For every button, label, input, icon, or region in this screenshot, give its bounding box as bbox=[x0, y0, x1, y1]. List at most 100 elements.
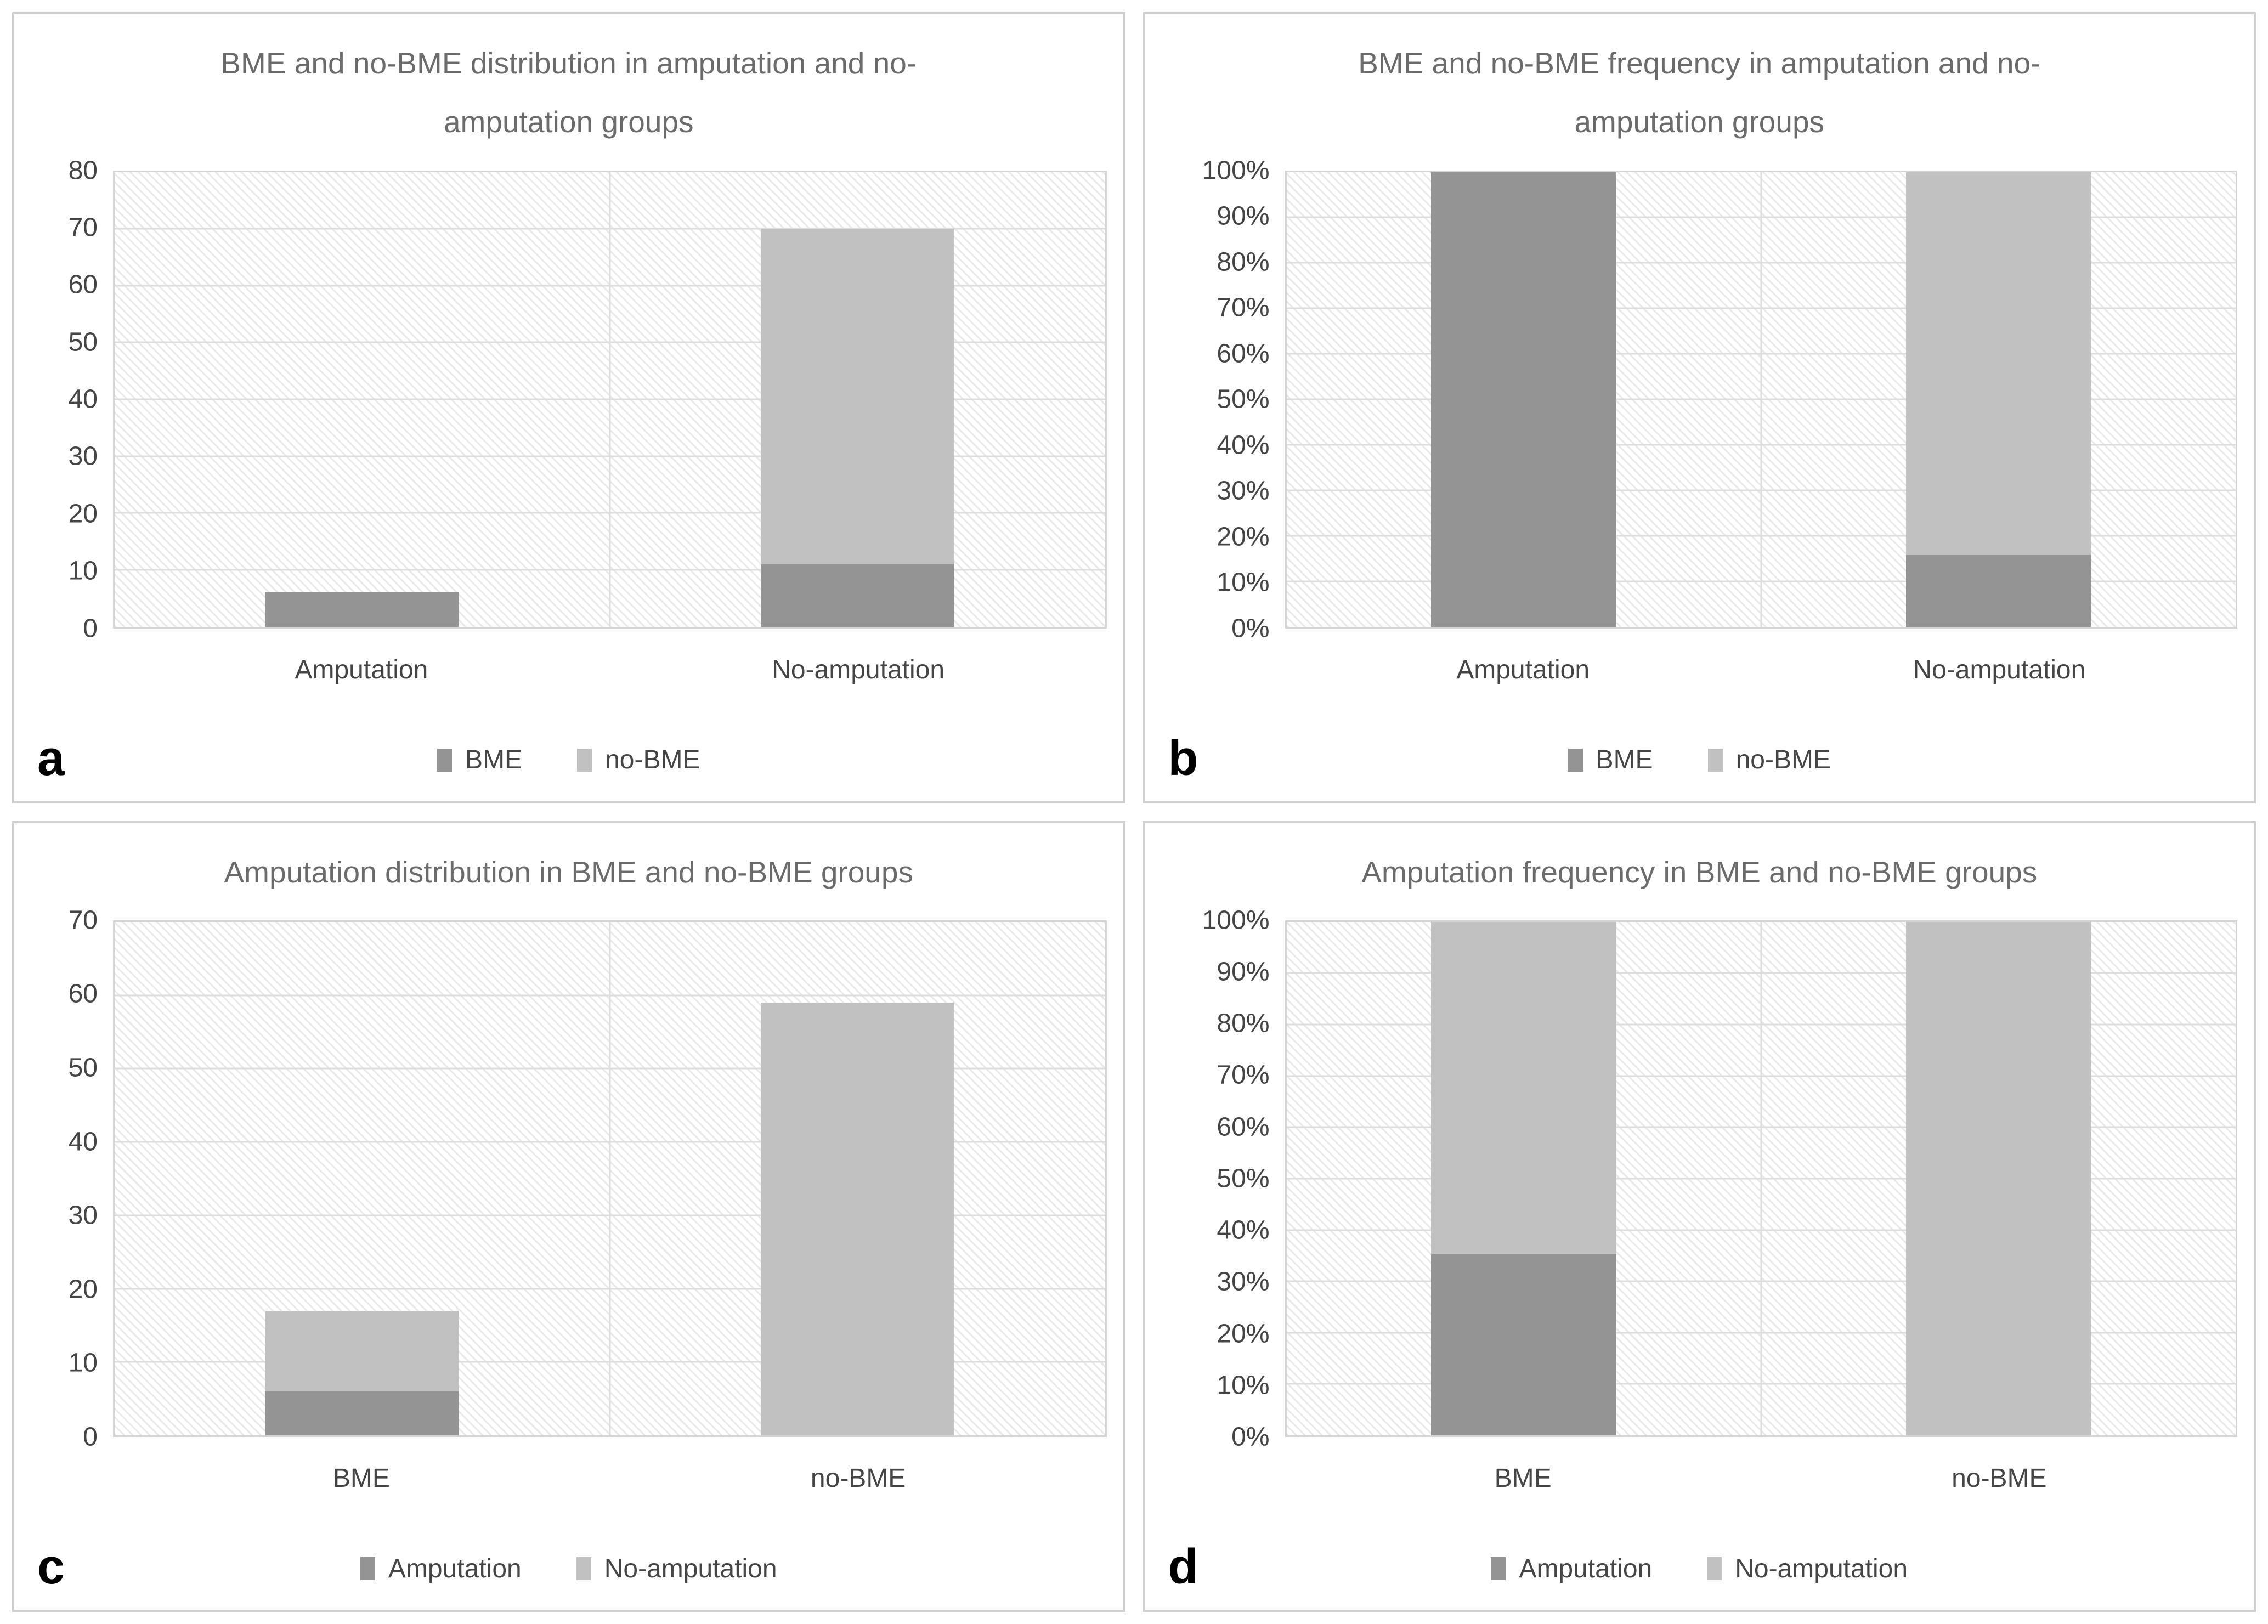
y-axis-tick-label: 0% bbox=[1231, 614, 1270, 643]
category-label: Amputation bbox=[295, 655, 428, 684]
legend-label: No-amputation bbox=[604, 1554, 777, 1583]
y-axis-tick-label: 90% bbox=[1217, 957, 1270, 987]
bar-segment bbox=[1905, 921, 2091, 1435]
bar-segment bbox=[1431, 1254, 1616, 1435]
y-axis-tick-label: 30 bbox=[68, 1201, 98, 1230]
y-axis-tick-label: 20 bbox=[68, 499, 98, 529]
bar-segment bbox=[265, 1310, 459, 1391]
category-labels: Amputation No-amputation bbox=[113, 629, 1107, 719]
legend-marker bbox=[576, 1557, 591, 1580]
x-axis: BME no-BME bbox=[31, 1437, 1107, 1527]
panel-letter: b bbox=[1168, 731, 1198, 786]
legend: Amputation No-amputation bbox=[1162, 1527, 2238, 1610]
x-axis-spacer bbox=[31, 629, 113, 719]
y-axis: 100% 90% 80% 70% 60% 50% 40% 30% 20% 10% 0% bbox=[1162, 906, 1285, 1451]
y-axis-tick-label: 50 bbox=[68, 327, 98, 357]
legend-marker bbox=[1491, 1557, 1506, 1580]
legend-item: no-BME bbox=[1707, 745, 1831, 775]
y-axis-tick-label: 60% bbox=[1217, 339, 1270, 368]
chart-panel-c: Amputation distribution in BME and no-BM… bbox=[12, 821, 1125, 1612]
y-axis-tick-label: 100% bbox=[1202, 156, 1270, 185]
y-axis-tick-label: 60 bbox=[68, 979, 98, 1009]
legend-item: Amputation bbox=[360, 1554, 522, 1584]
y-axis-tick-label: 60% bbox=[1217, 1112, 1270, 1142]
panel-letter: d bbox=[1168, 1540, 1198, 1594]
category-divider-line bbox=[1760, 172, 1762, 627]
y-axis-tick-label: 30% bbox=[1217, 476, 1270, 506]
bar-segment bbox=[761, 564, 954, 627]
chart-area: 80 70 60 50 40 30 20 10 0 bbox=[31, 156, 1107, 643]
legend-item: BME bbox=[1568, 745, 1653, 775]
category-label: BME bbox=[1494, 1464, 1552, 1493]
category-labels: BME no-BME bbox=[1285, 1437, 2238, 1527]
y-axis-tick-label: 50% bbox=[1217, 384, 1270, 414]
x-axis: Amputation No-amputation bbox=[1162, 629, 2238, 719]
chart-panel-d: Amputation frequency in BME and no-BME g… bbox=[1143, 821, 2256, 1612]
y-axis-tick-label: 20% bbox=[1217, 1319, 1270, 1349]
panel-letter: c bbox=[37, 1540, 65, 1594]
y-axis-tick-label: 90% bbox=[1217, 201, 1270, 231]
legend: BME no-BME bbox=[31, 719, 1107, 801]
y-axis-tick-label: 0% bbox=[1231, 1422, 1270, 1452]
y-axis-tick-label: 70 bbox=[68, 213, 98, 242]
legend-marker bbox=[1707, 748, 1723, 772]
legend-item: Amputation bbox=[1491, 1554, 1652, 1584]
chart-area: 70 60 50 40 30 20 10 0 bbox=[31, 906, 1107, 1452]
legend-label: no-BME bbox=[605, 745, 700, 774]
legend-marker bbox=[1568, 748, 1583, 772]
bar-segment bbox=[1431, 172, 1616, 627]
bar-cell bbox=[610, 172, 1105, 627]
chart-title: Amputation frequency in BME and no-BME g… bbox=[1361, 855, 2038, 889]
legend-marker bbox=[577, 748, 592, 772]
category-label: BME bbox=[332, 1464, 390, 1493]
category-label: no-BME bbox=[1952, 1464, 2047, 1493]
bar-cell bbox=[115, 922, 610, 1435]
bar-cell bbox=[1287, 172, 1761, 627]
y-axis-tick-label: 0 bbox=[83, 614, 98, 643]
chart-area: 100% 90% 80% 70% 60% 50% 40% 30% 20% 10% 0% bbox=[1162, 906, 2237, 1452]
category-divider-line bbox=[609, 921, 611, 1435]
y-axis-tick-label: 50% bbox=[1217, 1164, 1270, 1193]
bar-cell bbox=[1761, 921, 2236, 1435]
chart-title: BME and no-BME frequency in amputation a… bbox=[1358, 46, 2041, 139]
legend-item: BME bbox=[437, 745, 522, 775]
y-axis-tick-label: 100% bbox=[1202, 906, 1270, 935]
legend-label: Amputation bbox=[388, 1554, 522, 1583]
bar-cell bbox=[1287, 921, 1761, 1435]
y-axis: 80 70 60 50 40 30 20 10 0 bbox=[31, 156, 113, 643]
legend-label: No-amputation bbox=[1735, 1554, 1908, 1583]
x-axis-spacer bbox=[31, 1437, 113, 1527]
x-axis: Amputation No-amputation bbox=[31, 629, 1107, 719]
plot-area bbox=[1285, 920, 2237, 1437]
y-axis: 70 60 50 40 30 20 10 0 bbox=[31, 906, 113, 1451]
plot-area bbox=[1285, 170, 2237, 629]
category-label: No-amputation bbox=[772, 655, 945, 684]
bar-cell bbox=[115, 172, 610, 627]
x-axis: BME no-BME bbox=[1162, 1437, 2238, 1527]
bar-segment bbox=[761, 229, 954, 564]
panel-letter: a bbox=[37, 731, 65, 786]
y-axis: 100% 90% 80% 70% 60% 50% 40% 30% 20% 10% 0% bbox=[1162, 156, 1285, 643]
legend-marker bbox=[1707, 1557, 1722, 1580]
bar-cell bbox=[610, 922, 1105, 1435]
category-divider-line bbox=[1760, 921, 1762, 1435]
category-divider-line bbox=[609, 172, 611, 627]
chart-title: Amputation distribution in BME and no-BM… bbox=[224, 855, 914, 889]
y-axis-tick-label: 80% bbox=[1217, 1009, 1270, 1038]
legend-label: Amputation bbox=[1519, 1554, 1653, 1583]
legend-item: No-amputation bbox=[576, 1554, 777, 1584]
plot-area bbox=[113, 920, 1107, 1437]
legend-label: BME bbox=[1596, 745, 1653, 774]
chart-area: 100% 90% 80% 70% 60% 50% 40% 30% 20% 10% 0% bbox=[1162, 156, 2237, 643]
legend-label: no-BME bbox=[1735, 745, 1831, 774]
category-labels: BME no-BME bbox=[113, 1437, 1107, 1527]
bar-segment bbox=[265, 592, 459, 627]
y-axis-tick-label: 70% bbox=[1217, 293, 1270, 322]
category-labels: Amputation No-amputation bbox=[1285, 629, 2238, 719]
legend: Amputation No-amputation bbox=[31, 1527, 1107, 1610]
legend-item: no-BME bbox=[577, 745, 700, 775]
y-axis-tick-label: 30 bbox=[68, 442, 98, 471]
y-axis-tick-label: 0 bbox=[83, 1422, 98, 1452]
y-axis-tick-label: 40% bbox=[1217, 431, 1270, 460]
